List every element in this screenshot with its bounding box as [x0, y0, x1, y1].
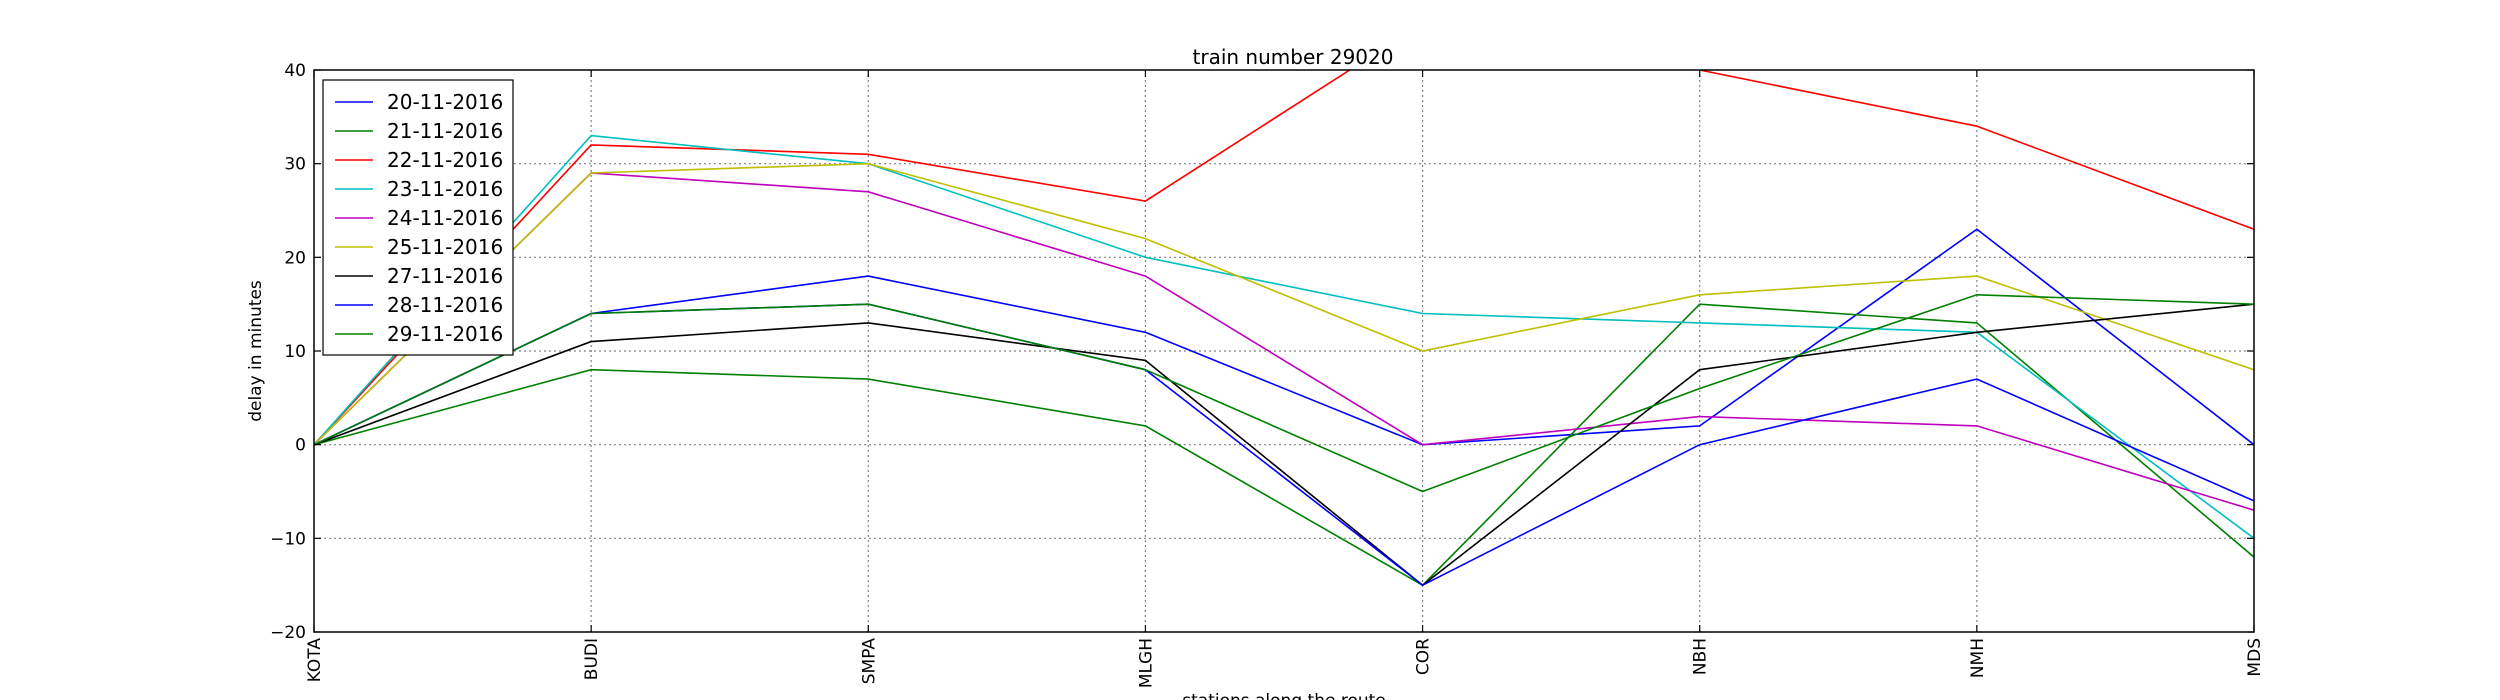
y-axis-ticks: −20 −10 0 10 20 30 40: [270, 61, 2254, 643]
legend-label: 20-11-2016: [387, 90, 503, 114]
series-line-22-11-2016: [314, 70, 2254, 446]
series-line-23-11-2016: [314, 134, 2254, 539]
series-line-21-11-2016: [314, 303, 2254, 587]
y-tick-label: 30: [284, 155, 306, 175]
legend: 20-11-2016 21-11-2016 22-11-2016 23-11-2016…: [322, 79, 514, 356]
legend-label: 24-11-2016: [387, 206, 503, 230]
legend-label: 21-11-2016: [387, 119, 503, 143]
legend-label: 22-11-2016: [387, 148, 503, 172]
legend-label: 23-11-2016: [387, 177, 503, 201]
legend-label: 25-11-2016: [387, 235, 503, 259]
x-tick-label: NMH: [1968, 638, 1988, 678]
chart-title: train number 29020: [1193, 45, 1394, 69]
x-tick-label: KOTA: [305, 638, 325, 683]
x-tick-label: MDS: [2245, 638, 2265, 677]
y-tick-label: 20: [284, 248, 306, 268]
x-axis-label: stations along the route: [1182, 691, 1386, 700]
legend-label: 29-11-2016: [387, 322, 503, 346]
x-tick-label: BUDI: [582, 638, 602, 680]
x-tick-label: MLGH: [1136, 638, 1156, 688]
x-tick-label: NBH: [1691, 638, 1711, 675]
x-tick-label: SMPA: [859, 638, 879, 685]
gridlines: [314, 70, 2254, 632]
y-tick-label: 40: [284, 61, 306, 81]
y-tick-label: 10: [284, 342, 306, 362]
series-line-27-11-2016: [314, 303, 2254, 587]
legend-label: 27-11-2016: [387, 264, 503, 288]
x-tick-label: COR: [1414, 638, 1434, 675]
y-axis-label: delay in minutes: [246, 280, 266, 422]
y-tick-label: −10: [270, 529, 306, 549]
y-tick-label: −20: [270, 623, 306, 643]
x-axis-ticks: KOTA BUDI SMPA MLGH COR NBH NMH MDS: [305, 70, 2265, 688]
legend-label: 28-11-2016: [387, 293, 503, 317]
series-line-25-11-2016: [314, 162, 2254, 446]
series-line-20-11-2016: [314, 228, 2254, 446]
series-lines: [314, 70, 2254, 587]
series-line-29-11-2016: [314, 293, 2254, 493]
series-line-24-11-2016: [314, 172, 2254, 511]
y-tick-label: 0: [295, 436, 306, 456]
